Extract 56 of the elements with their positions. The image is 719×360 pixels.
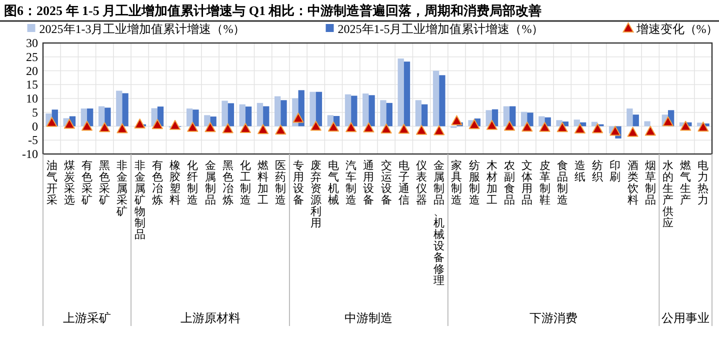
x-tick-label: 有色采矿 (80, 160, 93, 206)
x-tick-label: 有色冶炼 (152, 160, 163, 206)
text: 下游消费 (530, 311, 578, 325)
y-tick-label: 5 (32, 105, 38, 120)
text: 上游采矿 (63, 311, 112, 325)
y-tick-label: -5 (28, 133, 38, 148)
y-tick-label: 15 (26, 78, 38, 92)
y-tick-label: 0 (32, 119, 38, 134)
y-tick-label: 25 (26, 50, 38, 64)
x-tick-label: 废弃资源利用 (310, 159, 322, 230)
x-tick-label: 非金属采矿 (116, 159, 128, 218)
x-tick-label: 燃气生产 (680, 160, 692, 206)
y-tick-label: 30 (26, 36, 38, 50)
x-tick-label: 电力热力 (698, 159, 709, 206)
y-tick-label: 20 (26, 64, 38, 78)
legend-label: 2025年1-5月工业增加值累计增速（%） (338, 22, 544, 36)
y-tick-label: 10 (26, 92, 38, 106)
x-tick-label: 黑色采矿 (98, 160, 110, 206)
x-tick-label: 农副食品 (504, 160, 516, 206)
x-tick-label: 酒类饮料 (626, 159, 638, 206)
x-tick-label: 皮革制鞋 (539, 159, 550, 206)
x-tick-label: 金属制品 (204, 160, 216, 206)
x-tick-label: 家具制造 (451, 159, 462, 206)
x-tick-label: 非金属矿物制品 (133, 159, 146, 241)
x-tick-label: 纺织 (592, 159, 604, 184)
legend-label: 2025年1-3月工业增加值累计增速（%） (39, 22, 246, 36)
text: 中游制造 (344, 311, 393, 325)
x-tick-label: 化纤制造 (187, 160, 198, 206)
x-tick-label: 电子通信 (398, 159, 410, 206)
text: 公用事业 (662, 311, 710, 325)
x-tick-label: 黑色冶炼 (222, 160, 234, 206)
x-tick-label: 纺服制造 (468, 159, 480, 206)
x-tick-label: 交运设备 (380, 159, 392, 206)
x-tick-label: 汽车制造 (346, 160, 357, 206)
x-tick-label: 油气开采 (46, 159, 58, 206)
x-tick-label: 水的生产供应 (662, 159, 674, 230)
x-tick-label: 电气机械 (328, 159, 339, 206)
legend-label: 增速变化（%） (635, 22, 718, 36)
x-tick-label: 通用设备 (363, 159, 374, 206)
text: 上游原材料 (180, 311, 240, 325)
x-tick-label: 医药制造 (275, 160, 286, 206)
x-tick-label: 印刷 (610, 159, 621, 184)
x-tick-label: 橡胶塑料 (170, 160, 181, 206)
chart-title: 图6：2025 年 1-5 月工业增加值累计增速与 Q1 相比：中游制造普遍回落，周期和消费局部改善 (4, 3, 542, 18)
x-tick-label: 化工制造 (240, 160, 251, 206)
x-tick-label: 燃料加工 (258, 160, 269, 206)
category-label: 金属制品、机械设备修理 (434, 160, 445, 287)
x-tick-label: 烟草制品 (644, 160, 656, 206)
x-tick-label: 文体用品 (522, 159, 533, 206)
x-tick-label: 专用设备 (292, 159, 304, 206)
x-tick-label: 木材加工 (485, 159, 498, 206)
x-tick-label: 造纸 (574, 159, 586, 184)
y-tick-label: -10 (22, 147, 38, 161)
x-tick-label: 仪表仪器 (416, 160, 428, 206)
x-tick-label: 煤炭采选 (64, 160, 75, 206)
x-tick-label: 食品制造 (556, 160, 568, 206)
